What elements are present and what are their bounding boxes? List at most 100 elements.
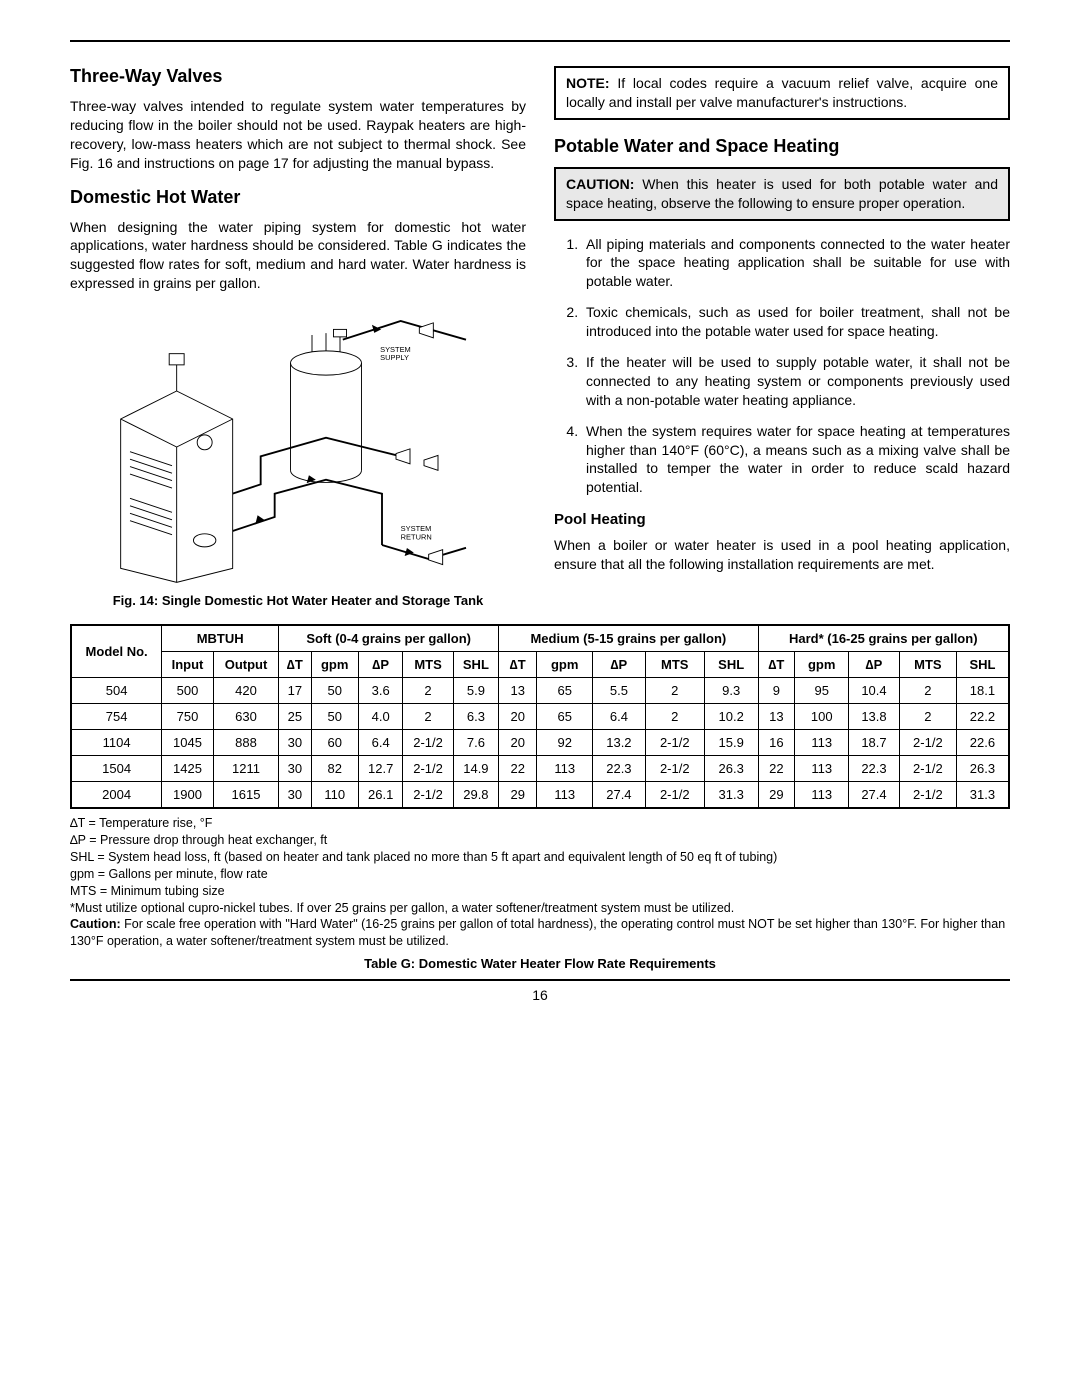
th: ∆T [279, 652, 311, 678]
table-cell: 20 [499, 704, 537, 730]
table-cell: 2-1/2 [645, 756, 704, 782]
table-cell: 1211 [213, 756, 278, 782]
th: ∆T [758, 652, 795, 678]
table-cell: 31.3 [956, 782, 1009, 809]
table-cell: 2 [403, 678, 453, 704]
table-cell: 9.3 [704, 678, 758, 704]
table-cell: 18.1 [956, 678, 1009, 704]
heading-domestic-hot-water: Domestic Hot Water [70, 187, 526, 208]
table-cell: 6.3 [453, 704, 499, 730]
potable-water-list: All piping materials and components conn… [554, 235, 1010, 498]
table-body: 50450042017503.625.913655.529.399510.421… [71, 678, 1009, 809]
th: Output [213, 652, 278, 678]
right-column: NOTE: If local codes require a vacuum re… [554, 66, 1010, 618]
table-cell: 22 [758, 756, 795, 782]
heading-three-way-valves: Three-Way Valves [70, 66, 526, 87]
th-medium: Medium (5-15 grains per gallon) [499, 625, 758, 652]
table-cell: 13.8 [849, 704, 900, 730]
table-cell: 750 [162, 704, 214, 730]
table-cell: 26.3 [704, 756, 758, 782]
table-cell: 30 [279, 782, 311, 809]
caution-box: CAUTION: When this heater is used for bo… [554, 167, 1010, 221]
table-cell: 50 [311, 704, 358, 730]
figure-14: SYSTEM SUPPLY SYSTEM RETURN [70, 307, 526, 587]
table-cell: 95 [795, 678, 849, 704]
table-cell: 26.3 [956, 756, 1009, 782]
table-cell: 22.3 [849, 756, 900, 782]
top-rule [70, 40, 1010, 42]
table-cell: 60 [311, 730, 358, 756]
table-cell: 500 [162, 678, 214, 704]
table-cell: 1045 [162, 730, 214, 756]
table-cell: 630 [213, 704, 278, 730]
table-cell: 65 [537, 704, 593, 730]
caution-label: CAUTION: [566, 176, 634, 192]
table-cell: 20 [499, 730, 537, 756]
table-subheader-row: Input Output ∆T gpm ∆P MTS SHL ∆T gpm ∆P… [71, 652, 1009, 678]
th: SHL [453, 652, 499, 678]
th: ∆P [358, 652, 403, 678]
table-cell: 27.4 [593, 782, 646, 809]
table-cell: 15.9 [704, 730, 758, 756]
table-cell: 2-1/2 [899, 756, 956, 782]
th: MTS [403, 652, 453, 678]
table-cell: 2-1/2 [645, 730, 704, 756]
table-cell: 5.9 [453, 678, 499, 704]
table-cell: 2 [899, 678, 956, 704]
table-cell: 17 [279, 678, 311, 704]
table-footnotes: ∆T = Temperature rise, °F ∆P = Pressure … [70, 815, 1010, 950]
th: MTS [645, 652, 704, 678]
table-cell: 1615 [213, 782, 278, 809]
two-column-layout: Three-Way Valves Three-way valves intend… [70, 66, 1010, 618]
table-cell: 2 [899, 704, 956, 730]
footnote-caution-text: For scale free operation with "Hard Wate… [70, 917, 1005, 948]
table-cell: 1425 [162, 756, 214, 782]
table-cell: 110 [311, 782, 358, 809]
th: ∆T [499, 652, 537, 678]
table-row: 150414251211308212.72-1/214.92211322.32-… [71, 756, 1009, 782]
note-box: NOTE: If local codes require a vacuum re… [554, 66, 1010, 120]
table-cell: 10.2 [704, 704, 758, 730]
table-cell: 2004 [71, 782, 162, 809]
table-cell: 16 [758, 730, 795, 756]
th-mbtuh: MBTUH [162, 625, 279, 652]
th-hard: Hard* (16-25 grains per gallon) [758, 625, 1009, 652]
para-pool-heating: When a boiler or water heater is used in… [554, 536, 1010, 574]
table-cell: 13.2 [593, 730, 646, 756]
page-number: 16 [532, 987, 548, 1003]
figure-14-caption: Fig. 14: Single Domestic Hot Water Heate… [70, 593, 526, 608]
table-cell: 13 [758, 704, 795, 730]
table-g-caption: Table G: Domestic Water Heater Flow Rate… [70, 956, 1010, 971]
table-cell: 65 [537, 678, 593, 704]
note-label: NOTE: [566, 75, 610, 91]
para-domestic-hot-water: When designing the water piping system f… [70, 218, 526, 294]
th: gpm [311, 652, 358, 678]
table-cell: 113 [537, 782, 593, 809]
table-cell: 30 [279, 730, 311, 756]
table-cell: 18.7 [849, 730, 900, 756]
table-cell: 113 [537, 756, 593, 782]
table-cell: 1504 [71, 756, 162, 782]
footnote: *Must utilize optional cupro-nickel tube… [70, 900, 1010, 917]
table-cell: 9 [758, 678, 795, 704]
th: ∆P [849, 652, 900, 678]
list-item: All piping materials and components conn… [582, 235, 1010, 292]
table-cell: 113 [795, 782, 849, 809]
table-cell: 504 [71, 678, 162, 704]
table-cell: 6.4 [358, 730, 403, 756]
table-cell: 2-1/2 [403, 782, 453, 809]
th: ∆P [593, 652, 646, 678]
table-cell: 2 [403, 704, 453, 730]
table-cell: 82 [311, 756, 358, 782]
table-cell: 30 [279, 756, 311, 782]
footnote: MTS = Minimum tubing size [70, 883, 1010, 900]
th-soft: Soft (0-4 grains per gallon) [279, 625, 499, 652]
table-cell: 100 [795, 704, 849, 730]
table-row: 2004190016153011026.12-1/229.82911327.42… [71, 782, 1009, 809]
table-cell: 420 [213, 678, 278, 704]
list-item: When the system requires water for space… [582, 422, 1010, 498]
table-cell: 3.6 [358, 678, 403, 704]
table-cell: 5.5 [593, 678, 646, 704]
table-cell: 26.1 [358, 782, 403, 809]
heading-potable-water: Potable Water and Space Heating [554, 136, 1010, 157]
